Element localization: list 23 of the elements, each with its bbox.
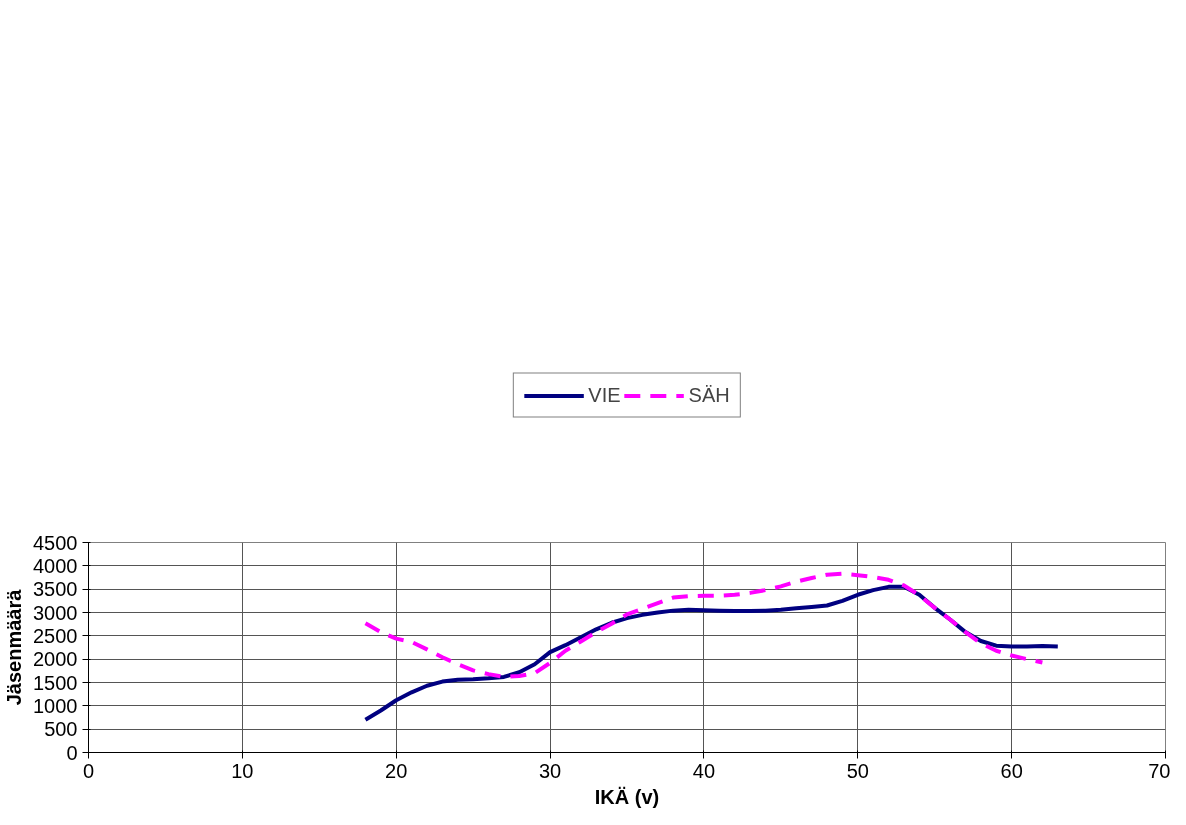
y-tick-label: 3000 xyxy=(33,601,78,624)
x-tick-label: 30 xyxy=(538,759,562,782)
y-tick-label: 4500 xyxy=(33,531,78,554)
x-tick-label: 0 xyxy=(82,759,95,782)
x-tick-label: 50 xyxy=(846,759,869,782)
x-tick-label: 20 xyxy=(385,759,408,782)
x-tick-label: 60 xyxy=(1000,759,1023,782)
y-tick-label: 2000 xyxy=(33,648,78,671)
x-axis-title: IKÄ (v) xyxy=(594,785,660,808)
x-tick-label: 40 xyxy=(692,759,716,782)
x-tick-label: 70 xyxy=(1148,759,1171,782)
x-tick-label: 10 xyxy=(231,759,254,782)
y-tick-label: 2500 xyxy=(33,624,78,647)
y-tick-label: 4000 xyxy=(33,554,78,577)
legend-label: SÄH xyxy=(688,383,730,407)
y-axis-title: Jäsenmäärä xyxy=(3,588,26,706)
legend-label: VIE xyxy=(588,383,621,407)
y-tick-label: 500 xyxy=(44,718,78,741)
line-series xyxy=(363,571,1045,679)
y-tick-label: 1500 xyxy=(33,671,78,694)
y-tick-label: 3500 xyxy=(33,578,78,601)
y-tick-label: 0 xyxy=(66,741,78,764)
y-tick-label: 1000 xyxy=(33,694,78,717)
